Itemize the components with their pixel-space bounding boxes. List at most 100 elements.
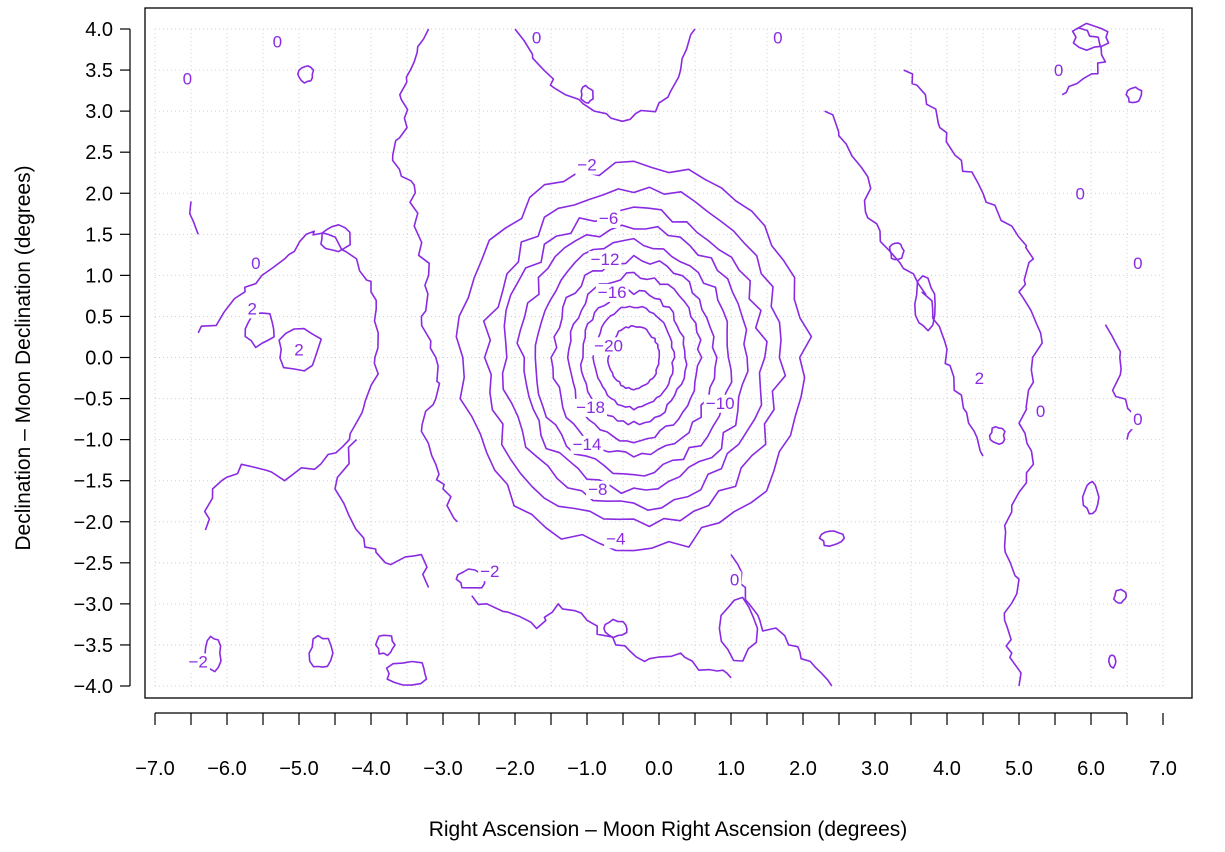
contour-label-bg — [186, 653, 210, 672]
contour-line — [334, 439, 430, 588]
contour-blob — [1112, 588, 1128, 604]
contour-label: 2 — [294, 340, 303, 359]
contour-label-bg — [703, 394, 737, 413]
contour-label: −2 — [189, 652, 208, 671]
y-axis-title: Declination – Moon Declination (degrees) — [12, 165, 35, 550]
contour-label: 2 — [247, 299, 256, 318]
contour-line — [203, 233, 379, 531]
contour-line — [824, 110, 984, 457]
x-tick-label: 7.0 — [1149, 758, 1177, 780]
x-tick-label: 3.0 — [861, 758, 889, 780]
contour-label-bg — [1131, 255, 1145, 274]
contour-label-bg — [771, 29, 785, 48]
contour-label-bg — [596, 209, 621, 228]
contour-blob — [385, 660, 428, 686]
contour-blob — [455, 568, 486, 589]
contour-label-bg — [972, 370, 987, 389]
contour-label-bg — [574, 398, 608, 417]
y-tick-label: −3.0 — [74, 594, 113, 616]
y-tick-label: 0.5 — [85, 306, 113, 328]
x-tick-label: 5.0 — [1005, 758, 1033, 780]
contour-label: 0 — [1133, 410, 1142, 429]
contour-label: −18 — [576, 398, 605, 417]
contour-label: 0 — [273, 32, 282, 51]
contour-blob — [1071, 22, 1110, 51]
contour-label-bg — [1033, 402, 1048, 421]
y-tick-label: 3.0 — [85, 101, 113, 123]
contour-label-bg — [586, 481, 610, 500]
x-tick-label: 2.0 — [789, 758, 817, 780]
contour-ring — [607, 325, 661, 391]
y-axis: 4.0 3.5 3.0 2.5 2.0 1.5 1.0 0.5 0.0 −0.5 −1.0 −1.5 −… — [74, 19, 131, 698]
contour-ring — [534, 237, 733, 477]
contour-label: −12 — [591, 250, 620, 269]
contour-ring — [501, 206, 768, 511]
contour-label-bg — [529, 29, 544, 48]
contour-label: −6 — [599, 209, 618, 228]
contour-line — [197, 230, 329, 334]
contour-label: 0 — [1036, 402, 1045, 421]
contour-label: −14 — [573, 435, 602, 454]
contour-blob — [374, 634, 396, 657]
contour-label-bg — [604, 530, 628, 549]
y-tick-label: −1.0 — [74, 430, 113, 452]
contour-label-bg — [570, 435, 604, 454]
grid-layer — [154, 28, 1164, 687]
x-axis-title: Right Ascension – Moon Right Ascension (… — [429, 818, 908, 841]
contour-blob — [1125, 86, 1143, 104]
contour-layer — [188, 22, 1143, 687]
contour-blob — [914, 275, 936, 332]
contour-label-bg — [727, 571, 742, 590]
contour-blob — [818, 530, 846, 547]
contour-line — [471, 595, 732, 679]
y-tick-label: −4.0 — [74, 676, 113, 698]
contour-label-bg — [588, 251, 622, 270]
y-tick-label: −0.5 — [74, 389, 113, 411]
y-tick-label: 2.5 — [85, 142, 113, 164]
contour-label-bg — [1131, 411, 1145, 430]
contour-label-bg — [1073, 185, 1087, 204]
contour-blob — [718, 596, 759, 662]
x-tick-label: −5.0 — [279, 758, 318, 780]
contour-label: −4 — [606, 529, 625, 548]
contour-blob — [297, 65, 315, 84]
contour-blob — [1108, 654, 1117, 669]
contour-blob — [988, 425, 1006, 446]
contour-label: 0 — [730, 570, 739, 589]
y-tick-label: 4.0 — [85, 19, 113, 41]
contour-label: −2 — [577, 156, 596, 175]
contour-label-bg — [270, 33, 285, 52]
contour-line — [188, 201, 199, 235]
contour-label: −10 — [706, 394, 735, 413]
contour-label-bg — [245, 300, 259, 319]
contour-blob — [1081, 480, 1100, 515]
contour-ring — [550, 254, 718, 458]
x-tick-label: 6.0 — [1077, 758, 1105, 780]
contour-label-bg — [292, 341, 306, 360]
contour-label-bg — [478, 563, 502, 582]
x-tick-label: 1.0 — [717, 758, 745, 780]
x-tick-label: 4.0 — [933, 758, 961, 780]
x-tick-label: −6.0 — [207, 758, 246, 780]
contour-line — [730, 554, 833, 687]
contour-line — [903, 69, 1043, 687]
x-tick-label: 0.0 — [645, 758, 673, 780]
plot-frame — [144, 7, 1193, 699]
y-tick-label: 2.0 — [85, 183, 113, 205]
contour-label: 0 — [251, 254, 260, 273]
contour-label-bg — [595, 283, 629, 302]
contour-blob — [278, 327, 322, 372]
contour-label-bg — [180, 70, 195, 89]
contour-line — [1104, 324, 1136, 440]
contour-label-bg — [592, 337, 626, 356]
y-tick-label: −3.5 — [74, 635, 113, 657]
x-tick-label: −7.0 — [135, 758, 174, 780]
contour-label: 2 — [975, 369, 984, 388]
contour-label-bg — [1051, 62, 1066, 81]
x-tick-label: −4.0 — [351, 758, 390, 780]
contour-blob — [204, 635, 222, 673]
contour-label: 0 — [1054, 61, 1063, 80]
contour-label: −20 — [594, 336, 623, 355]
contour-blob — [580, 84, 594, 104]
